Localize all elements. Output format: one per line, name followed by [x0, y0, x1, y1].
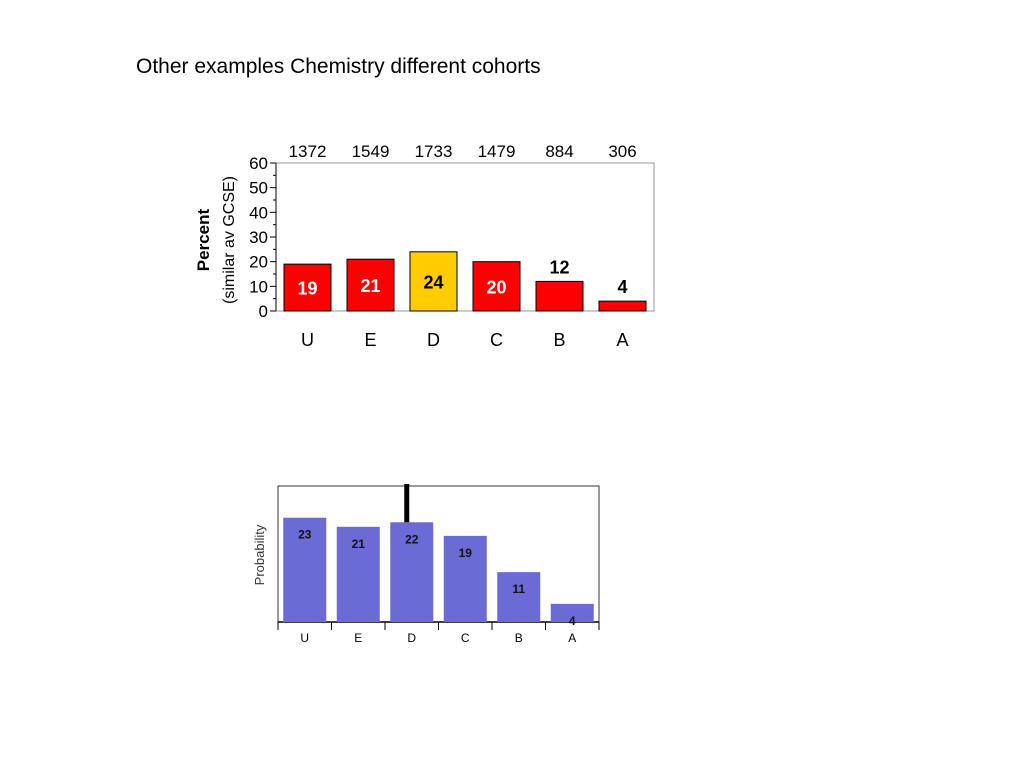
bar-E [346, 258, 395, 312]
bar2-value-label: 21 [352, 537, 366, 551]
bar2-C [443, 535, 487, 622]
y-axis-label: Percent [194, 208, 213, 271]
y-tick-label: 30 [249, 228, 268, 247]
bar-C [472, 261, 521, 312]
category-label-2: B [515, 631, 523, 645]
category-label: U [301, 330, 314, 350]
category-label-2: U [300, 631, 309, 645]
bar-value-label: 24 [423, 272, 443, 292]
bar-A [598, 300, 647, 312]
bar2-U [283, 517, 327, 622]
y-tick-label: 0 [259, 302, 268, 321]
category-label: D [427, 330, 440, 350]
cohort-count-label: 1733 [415, 142, 453, 161]
bar2-value-label: 4 [569, 614, 576, 628]
category-label-2: D [407, 631, 416, 645]
y-tick-label: 40 [249, 203, 268, 222]
y-tick-label: 20 [249, 253, 268, 272]
bar2-value-label: 19 [459, 546, 473, 560]
bar2-value-label: 11 [512, 582, 525, 596]
bar-value-label: 12 [549, 257, 569, 277]
y-tick-label: 50 [249, 179, 268, 198]
category-label: B [553, 330, 565, 350]
plot-frame [275, 162, 655, 312]
slide-title: Other examples Chemistry different cohor… [136, 55, 541, 78]
bar2-B [497, 572, 541, 622]
category-label: E [364, 330, 376, 350]
y-axis-sublabel: (similar av GCSE) [221, 176, 238, 304]
bar-U [283, 263, 332, 312]
bar2-D [390, 522, 434, 622]
cohort-count-label: 1479 [478, 142, 516, 161]
cohort-count-label: 1549 [352, 142, 390, 161]
bar-D [409, 251, 458, 312]
bar-value-label: 19 [297, 279, 317, 299]
bar2-E [336, 526, 380, 622]
category-label-2: A [568, 631, 576, 645]
cohort-count-label: 306 [608, 142, 636, 161]
bar2-value-label: 22 [405, 532, 419, 546]
y-tick-label: 60 [249, 154, 268, 173]
y-tick-label: 10 [249, 277, 268, 296]
bar2-value-label: 23 [298, 528, 312, 542]
category-label-2: C [461, 631, 470, 645]
cohort-count-label: 884 [545, 142, 573, 161]
category-label: A [616, 330, 628, 350]
bar-B [535, 280, 584, 312]
bar2-A [550, 603, 594, 622]
y-axis-label-2: Probability [252, 524, 267, 585]
bar-value-label: 20 [486, 277, 506, 297]
category-label: C [490, 330, 503, 350]
bar-value-label: 4 [617, 277, 627, 297]
category-label-2: E [354, 631, 362, 645]
cohort-count-label: 1372 [289, 142, 327, 161]
bar-value-label: 21 [360, 276, 380, 296]
